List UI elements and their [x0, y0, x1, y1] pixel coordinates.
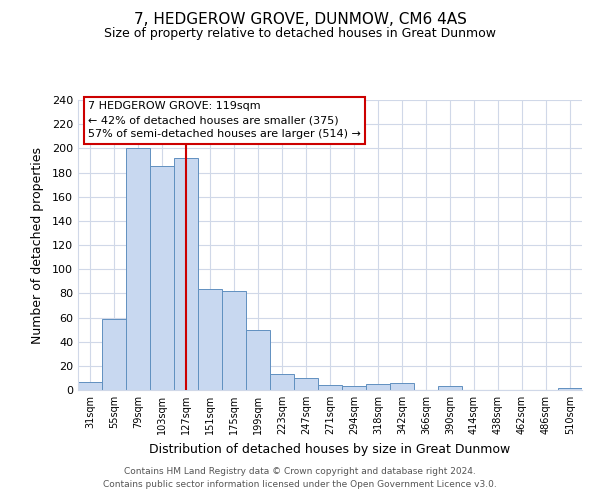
Bar — [294, 378, 318, 390]
Text: 7 HEDGEROW GROVE: 119sqm
← 42% of detached houses are smaller (375)
57% of semi-: 7 HEDGEROW GROVE: 119sqm ← 42% of detach… — [88, 102, 361, 140]
Bar — [270, 374, 294, 390]
Bar — [246, 330, 270, 390]
Bar — [126, 148, 150, 390]
Bar — [318, 385, 342, 390]
Text: Size of property relative to detached houses in Great Dunmow: Size of property relative to detached ho… — [104, 28, 496, 40]
Bar — [78, 382, 102, 390]
Bar — [102, 318, 126, 390]
Bar — [438, 386, 462, 390]
Bar — [558, 388, 582, 390]
Bar — [342, 386, 366, 390]
Bar — [390, 383, 414, 390]
Bar — [222, 291, 246, 390]
X-axis label: Distribution of detached houses by size in Great Dunmow: Distribution of detached houses by size … — [149, 442, 511, 456]
Bar — [366, 384, 390, 390]
Bar — [198, 288, 222, 390]
Text: Contains HM Land Registry data © Crown copyright and database right 2024.: Contains HM Land Registry data © Crown c… — [124, 467, 476, 476]
Text: Contains public sector information licensed under the Open Government Licence v3: Contains public sector information licen… — [103, 480, 497, 489]
Bar — [174, 158, 198, 390]
Text: 7, HEDGEROW GROVE, DUNMOW, CM6 4AS: 7, HEDGEROW GROVE, DUNMOW, CM6 4AS — [134, 12, 466, 28]
Y-axis label: Number of detached properties: Number of detached properties — [31, 146, 44, 344]
Bar — [150, 166, 174, 390]
